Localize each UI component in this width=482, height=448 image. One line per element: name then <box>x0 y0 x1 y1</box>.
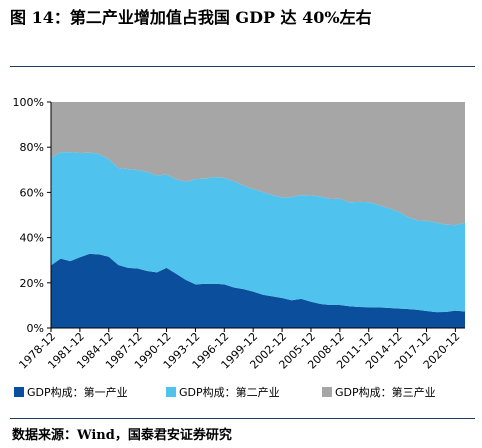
figure-title: 图 14：第二产业增加值占我国 GDP 达 40%左右 <box>10 8 372 27</box>
y-tick-label: 0% <box>27 322 44 335</box>
title-divider <box>10 66 475 67</box>
y-tick-label: 40% <box>20 232 44 245</box>
area-series-2 <box>51 152 465 313</box>
y-tick-label: 20% <box>20 277 44 290</box>
legend-label-1: GDP构成：第一产业 <box>27 385 128 399</box>
stacked-area-chart: 0%20%40%60%80%100%1978-121981-121984-121… <box>13 96 465 399</box>
y-tick-label: 100% <box>13 96 44 109</box>
legend: GDP构成：第一产业 GDP构成：第二产业 GDP构成：第三产业 <box>14 385 436 399</box>
legend-label-2: GDP构成：第二产业 <box>179 385 280 399</box>
y-tick-label: 80% <box>20 141 44 154</box>
y-tick-label: 60% <box>20 186 44 199</box>
legend-swatch-2 <box>166 387 176 397</box>
legend-swatch-3 <box>322 387 332 397</box>
data-source-note: 数据来源：Wind，国泰君安证券研究 <box>12 428 232 443</box>
area-layer <box>51 102 465 328</box>
area-series-3 <box>51 102 465 226</box>
chart: 0% 20% 40% 60% 80% 100% 1978-12 1981-12 1984-12 1… <box>0 84 482 414</box>
source-divider <box>10 418 475 419</box>
area-series-1 <box>51 253 465 328</box>
legend-label-3: GDP构成：第三产业 <box>335 385 436 399</box>
legend-swatch-1 <box>14 387 24 397</box>
